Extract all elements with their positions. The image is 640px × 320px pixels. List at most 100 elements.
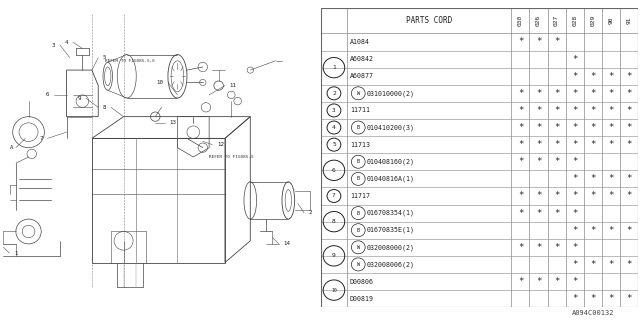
Text: 11713: 11713	[350, 142, 370, 148]
Text: 8: 8	[332, 219, 336, 224]
Text: *: *	[554, 37, 559, 46]
Text: *: *	[518, 157, 523, 166]
Text: *: *	[536, 89, 541, 98]
Text: 01040816A(1): 01040816A(1)	[367, 176, 415, 182]
Text: *: *	[572, 174, 577, 183]
Text: *: *	[536, 123, 541, 132]
Text: W: W	[356, 262, 360, 267]
Text: *: *	[572, 191, 577, 201]
Text: 1: 1	[332, 65, 336, 70]
Text: *: *	[627, 123, 632, 132]
Text: 029: 029	[590, 15, 595, 26]
Text: B: B	[356, 125, 360, 130]
Text: *: *	[572, 209, 577, 218]
Text: *: *	[590, 174, 595, 183]
Text: 016708354(1): 016708354(1)	[367, 210, 415, 216]
Text: *: *	[554, 191, 559, 201]
Text: 01670835E(1): 01670835E(1)	[367, 227, 415, 234]
Text: *: *	[536, 37, 541, 46]
Text: *: *	[554, 106, 559, 115]
Text: 11717: 11717	[350, 193, 370, 199]
Text: *: *	[554, 277, 559, 286]
Text: *: *	[572, 72, 577, 81]
Text: *: *	[518, 123, 523, 132]
Text: *: *	[572, 157, 577, 166]
Text: *: *	[518, 243, 523, 252]
Text: 3: 3	[52, 43, 56, 48]
Text: 11711: 11711	[350, 108, 370, 113]
Text: *: *	[572, 123, 577, 132]
Text: PARTS CORD: PARTS CORD	[406, 16, 452, 25]
Text: *: *	[518, 106, 523, 115]
Text: *: *	[608, 294, 614, 303]
Text: *: *	[554, 140, 559, 149]
Text: *: *	[572, 140, 577, 149]
Text: *: *	[608, 140, 614, 149]
Text: *: *	[608, 260, 614, 269]
Text: 6: 6	[45, 92, 49, 97]
Text: *: *	[536, 277, 541, 286]
Text: 031010000(2): 031010000(2)	[367, 90, 415, 97]
Text: *: *	[554, 89, 559, 98]
Text: 14: 14	[284, 241, 291, 246]
Text: *: *	[590, 72, 595, 81]
Text: *: *	[627, 191, 632, 201]
Text: 2: 2	[332, 91, 336, 96]
Text: *: *	[590, 191, 595, 201]
Text: 026: 026	[536, 15, 541, 26]
Text: *: *	[627, 106, 632, 115]
Text: 032008000(2): 032008000(2)	[367, 244, 415, 251]
Text: A60877: A60877	[350, 73, 374, 79]
Text: *: *	[536, 140, 541, 149]
Text: REFER TO FIG085-5,6: REFER TO FIG085-5,6	[104, 59, 154, 63]
Text: D00806: D00806	[350, 278, 374, 284]
Text: *: *	[572, 55, 577, 64]
Text: 10: 10	[156, 80, 163, 85]
Text: *: *	[518, 277, 523, 286]
Text: 7: 7	[332, 194, 336, 198]
Text: 10: 10	[331, 288, 337, 292]
Text: *: *	[627, 294, 632, 303]
Text: *: *	[572, 277, 577, 286]
Text: *: *	[554, 243, 559, 252]
Text: *: *	[590, 226, 595, 235]
Text: *: *	[536, 209, 541, 218]
Text: 91: 91	[627, 17, 632, 24]
Text: *: *	[608, 226, 614, 235]
Text: *: *	[590, 89, 595, 98]
Text: W: W	[356, 245, 360, 250]
Text: *: *	[518, 191, 523, 201]
Text: 9: 9	[332, 253, 336, 258]
Text: *: *	[536, 243, 541, 252]
Text: *: *	[608, 106, 614, 115]
Text: *: *	[627, 174, 632, 183]
Text: 2: 2	[309, 210, 312, 215]
Text: *: *	[627, 72, 632, 81]
Text: B: B	[356, 228, 360, 233]
Text: *: *	[554, 209, 559, 218]
Text: *: *	[590, 260, 595, 269]
Text: *: *	[572, 294, 577, 303]
Text: A094C00132: A094C00132	[572, 310, 614, 316]
Text: *: *	[627, 226, 632, 235]
Text: *: *	[518, 37, 523, 46]
Text: *: *	[627, 260, 632, 269]
Text: *: *	[572, 260, 577, 269]
Text: 010410200(3): 010410200(3)	[367, 124, 415, 131]
Text: 12: 12	[217, 142, 224, 147]
Text: A60842: A60842	[350, 56, 374, 62]
Text: 028: 028	[572, 15, 577, 26]
Text: *: *	[518, 209, 523, 218]
Text: 4: 4	[65, 40, 68, 45]
Text: *: *	[518, 140, 523, 149]
Text: *: *	[518, 89, 523, 98]
Text: *: *	[627, 89, 632, 98]
Text: 3: 3	[332, 108, 336, 113]
Text: B: B	[356, 159, 360, 164]
Text: 7: 7	[39, 136, 43, 141]
Text: 010408160(2): 010408160(2)	[367, 158, 415, 165]
Text: *: *	[608, 89, 614, 98]
Text: *: *	[608, 174, 614, 183]
Text: 027: 027	[554, 15, 559, 26]
Text: *: *	[572, 226, 577, 235]
